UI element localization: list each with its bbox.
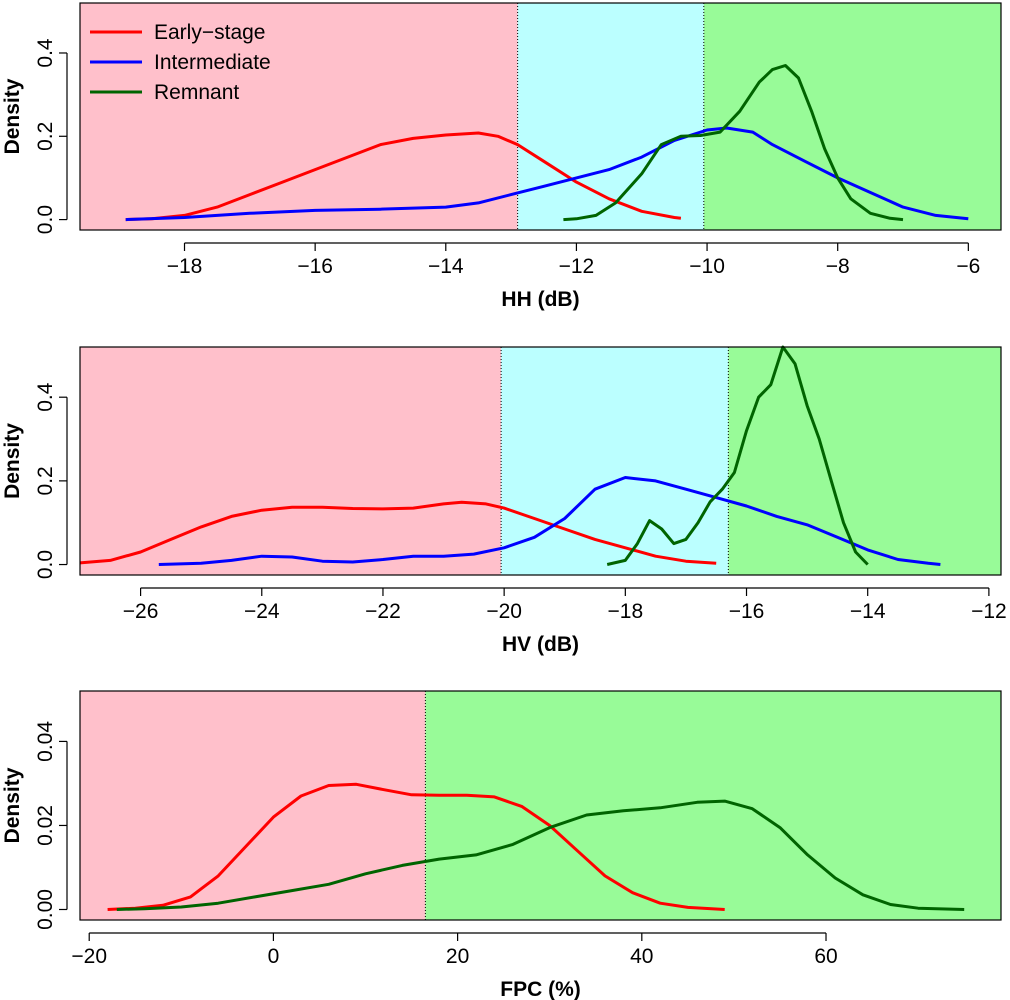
x-axis-title: HH (dB) <box>501 288 579 311</box>
x-axis-title: FPC (%) <box>500 978 581 1000</box>
class-region-1 <box>80 3 518 230</box>
density-curve-early-stage <box>79 500 717 565</box>
y-tick-label: 0.00 <box>34 889 57 930</box>
class-region-2 <box>425 691 1001 920</box>
plot-frame <box>79 346 1002 576</box>
legend-label: Early−stage <box>154 21 265 44</box>
y-axis-title: Density <box>1 767 24 843</box>
class-region-3 <box>728 347 1001 575</box>
y-tick-label: 0.2 <box>34 122 57 151</box>
x-tick-label: −10 <box>689 255 725 278</box>
legend: Early−stage Intermediate Remnant <box>90 21 271 104</box>
x-tick-label: −12 <box>559 255 595 278</box>
legend-label: Remnant <box>154 81 239 104</box>
density-curve-remnant <box>563 64 904 222</box>
x-tick-label: −22 <box>365 600 401 623</box>
density-curve-remnant <box>116 799 965 911</box>
density-curve-intermediate <box>158 476 941 566</box>
x-axis-title: HV (dB) <box>502 633 579 656</box>
density-curve-early-stage <box>107 782 725 911</box>
density-panel-3: −20 0 20 40 60 0.00 0.02 0.04 FPC (%) Density <box>1 690 1002 1000</box>
y-axis-title: Density <box>1 78 24 154</box>
x-tick-label: 60 <box>814 945 837 968</box>
class-region-1 <box>80 347 502 575</box>
x-tick-label: −6 <box>956 255 980 278</box>
density-curve-intermediate <box>125 126 969 222</box>
x-tick-label: −18 <box>167 255 203 278</box>
y-tick-label: 0.0 <box>34 205 57 234</box>
density-curve-remnant <box>606 345 869 566</box>
plot-frame <box>79 690 1002 921</box>
legend-label: Intermediate <box>154 51 271 74</box>
x-tick-label: −8 <box>826 255 850 278</box>
class-region-1 <box>80 691 426 920</box>
x-tick-label: −12 <box>971 600 1007 623</box>
x-tick-label: 40 <box>630 945 653 968</box>
x-tick-label: −24 <box>244 600 280 623</box>
x-tick-label: 0 <box>268 945 280 968</box>
x-tick-label: −18 <box>608 600 644 623</box>
x-tick-label: −20 <box>486 600 522 623</box>
y-axis-title: Density <box>1 423 24 499</box>
plot-frame <box>79 2 1002 231</box>
y-tick-label: 0.2 <box>34 466 57 495</box>
x-tick-label: −16 <box>729 600 765 623</box>
density-panel-1: −18 −16 −14 −12 −10 −8 −6 0.0 0.2 0.4 HH (dB) Densi… <box>1 2 1002 311</box>
density-panel-2: −26 −24 −22 −20 −18 −16 −14 −12 0.0 0.2 0.4 HV (dB)… <box>1 345 1007 656</box>
x-tick-label: 20 <box>446 945 469 968</box>
class-region-2 <box>501 347 729 575</box>
x-tick-label: −20 <box>71 945 107 968</box>
x-tick-label: −14 <box>428 255 464 278</box>
x-tick-label: −14 <box>850 600 886 623</box>
y-tick-label: 0.4 <box>34 38 57 68</box>
x-tick-label: −16 <box>297 255 333 278</box>
y-tick-label: 0.04 <box>34 721 57 762</box>
x-tick-label: −26 <box>123 600 159 623</box>
class-region-3 <box>703 3 1001 230</box>
class-region-2 <box>517 3 704 230</box>
y-tick-label: 0.0 <box>34 550 57 579</box>
density-curve-early-stage <box>125 131 682 222</box>
y-tick-label: 0.4 <box>34 382 57 412</box>
y-tick-label: 0.02 <box>34 805 57 846</box>
